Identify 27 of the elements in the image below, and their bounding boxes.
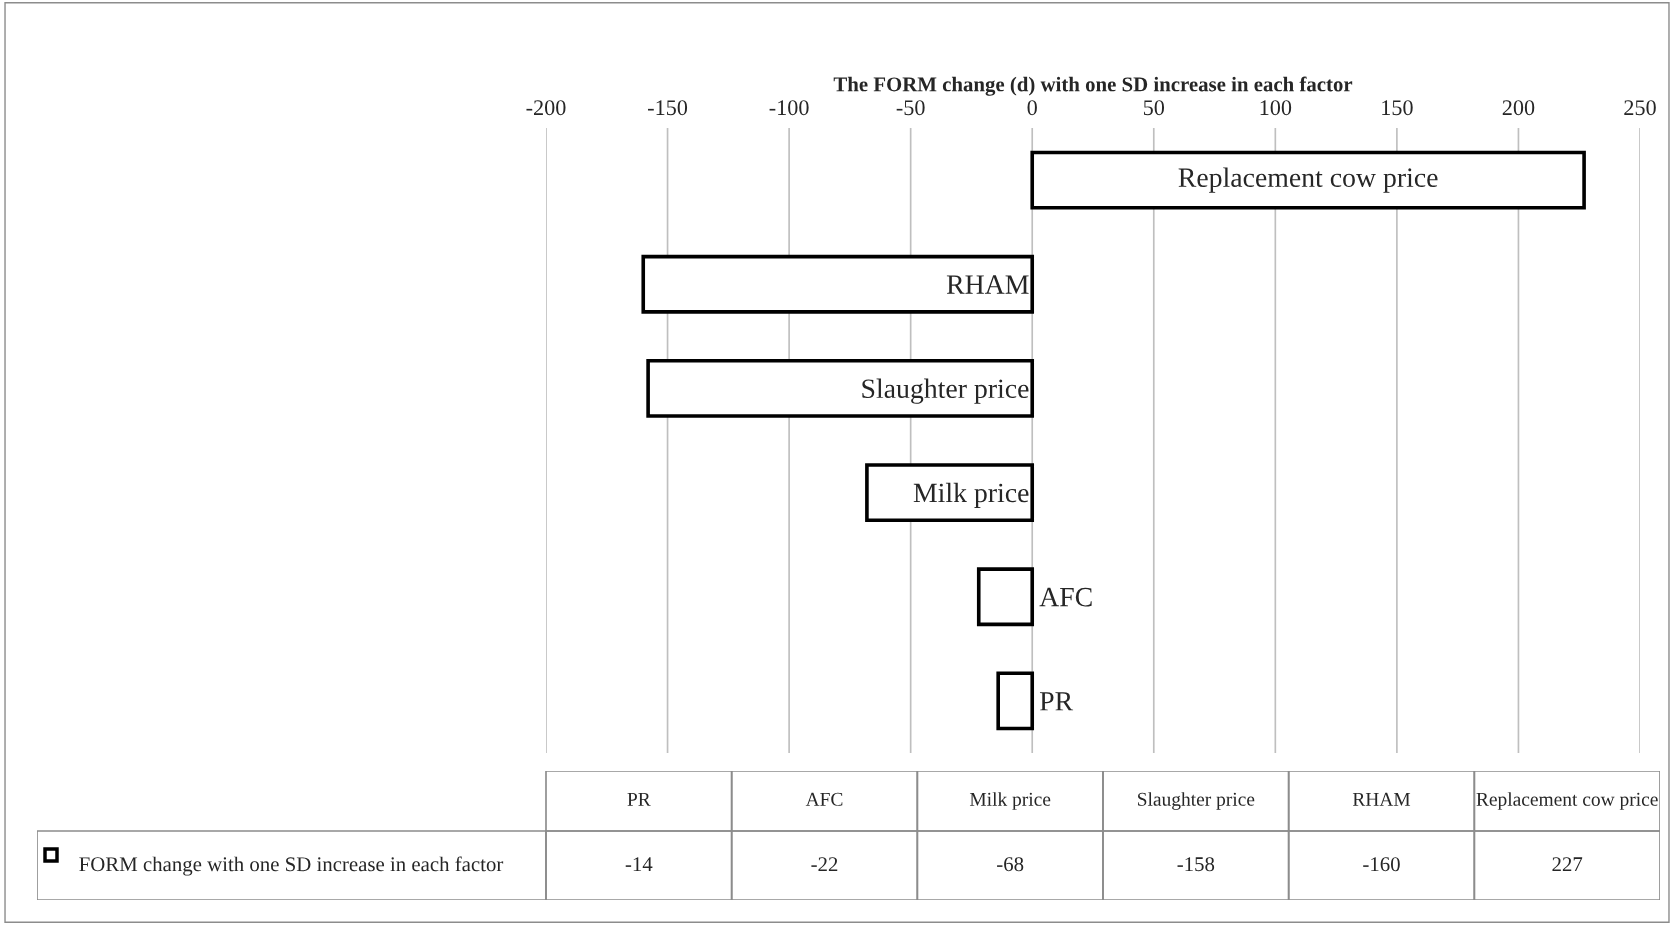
category-label: PR bbox=[627, 792, 651, 806]
x-tick-label: 200 bbox=[1502, 100, 1535, 116]
x-tick-label: 250 bbox=[1624, 100, 1656, 116]
x-tick-label: 50 bbox=[1143, 100, 1165, 116]
x-axis-title: The FORM change (d) with one SD increase in each factor bbox=[833, 76, 1353, 96]
y-tick-label: RHAM bbox=[946, 275, 1029, 294]
category-label: Replacement cow price bbox=[1476, 792, 1658, 810]
y-tick-label: Slaughter price bbox=[862, 378, 1029, 404]
text: -22 bbox=[811, 857, 838, 872]
x-tick-label: -150 bbox=[648, 100, 688, 116]
text: -158 bbox=[1177, 857, 1215, 872]
x-tick-label: 100 bbox=[1260, 100, 1292, 116]
text: -68 bbox=[997, 857, 1024, 872]
category-label: Milk price bbox=[969, 792, 1051, 810]
category-label: Slaughter price bbox=[1138, 792, 1255, 810]
category-label: AFC bbox=[805, 792, 843, 806]
x-tick-label: -50 bbox=[896, 100, 925, 116]
x-tick-label: 0 bbox=[1027, 100, 1037, 116]
category-label: RHAM bbox=[1352, 792, 1411, 806]
y-tick-label: Milk price bbox=[913, 482, 1029, 508]
x-tick-label: -100 bbox=[769, 100, 809, 116]
legend-label: FORM change with one SD increase in each factor bbox=[79, 856, 504, 876]
text: -14 bbox=[625, 857, 653, 872]
x-tick-label: -200 bbox=[526, 100, 566, 116]
text: -160 bbox=[1363, 857, 1400, 872]
text: 227 bbox=[1552, 857, 1583, 872]
x-tick-label: 150 bbox=[1382, 100, 1413, 116]
